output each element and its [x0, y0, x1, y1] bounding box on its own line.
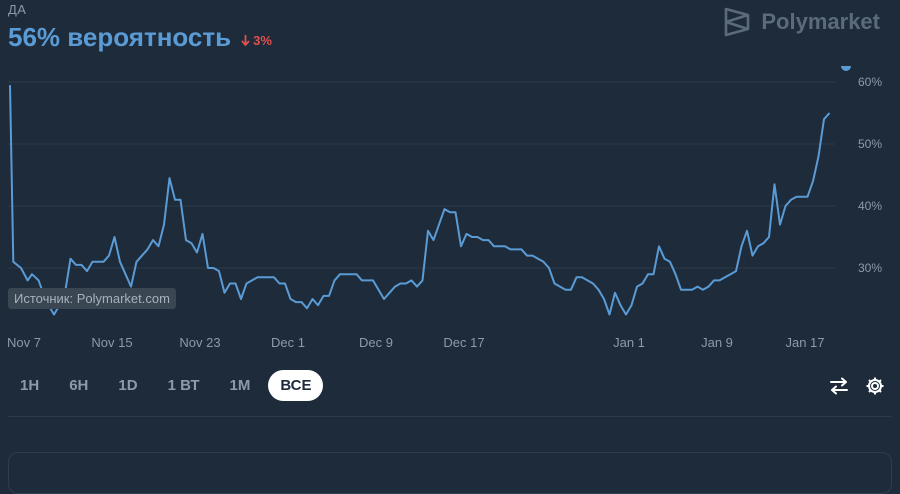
range-button-6h[interactable]: 6H [69, 377, 89, 394]
y-tick-label: 40% [858, 199, 882, 213]
change-indicator: 3% [241, 33, 272, 48]
brand: Polymarket [723, 6, 880, 38]
series-line [9, 85, 831, 316]
outcome-label: ДА [8, 2, 27, 17]
probability-header: 56% вероятность 3% [8, 22, 272, 53]
range-button-1m[interactable]: 1М [229, 377, 251, 394]
x-tick-label: Dec 1 [271, 335, 305, 350]
chart-tools [828, 375, 886, 397]
price-chart: 30% 40% 50% 60% Nov 7 Nov 15 Nov 23 Dec 1 Dec 9 D… [7, 66, 882, 350]
swap-button[interactable] [828, 375, 850, 397]
range-button-1d[interactable]: 1D [118, 377, 138, 394]
settings-button[interactable] [864, 375, 886, 397]
y-tick-label: 50% [858, 137, 882, 151]
change-value: 3% [253, 33, 272, 48]
divider [8, 416, 892, 417]
last-point-marker [841, 66, 851, 71]
x-tick-label: Jan 17 [785, 335, 824, 350]
x-tick-label: Dec 9 [359, 335, 393, 350]
y-tick-label: 30% [858, 261, 882, 275]
x-tick-label: Nov 15 [91, 335, 132, 350]
x-tick-label: Nov 23 [179, 335, 220, 350]
y-tick-label: 60% [858, 75, 882, 89]
arrow-down-icon [241, 35, 250, 46]
probability-value: 56% вероятность [8, 22, 232, 52]
time-range-selector: 1H 6H 1D 1 ВТ 1М ВСЕ [8, 370, 324, 401]
gear-icon [866, 377, 884, 395]
range-button-all[interactable]: ВСЕ [268, 370, 324, 401]
x-tick-label: Jan 1 [613, 335, 645, 350]
brand-name: Polymarket [761, 9, 880, 34]
bottom-panel [8, 452, 892, 494]
swap-icon [830, 377, 848, 395]
x-tick-label: Jan 9 [701, 335, 733, 350]
range-button-1h[interactable]: 1H [20, 377, 40, 394]
source-label: Источник: Polymarket.com [8, 288, 176, 309]
x-tick-label: Dec 17 [443, 335, 484, 350]
x-tick-label: Nov 7 [7, 335, 41, 350]
polymarket-logo-icon [725, 7, 750, 37]
range-button-1w[interactable]: 1 ВТ [167, 377, 200, 394]
